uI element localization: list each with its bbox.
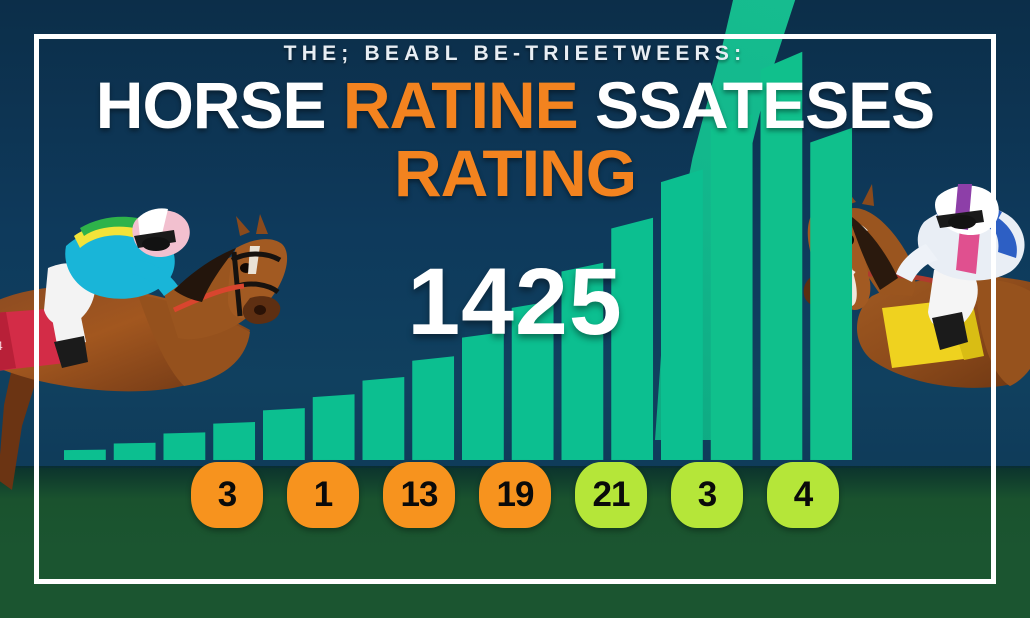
chart-bar xyxy=(213,421,256,460)
chart-bar xyxy=(611,217,654,460)
title-word-rating: RATING xyxy=(393,136,637,210)
chart-bar xyxy=(810,127,853,460)
chart-bar xyxy=(661,169,703,461)
chart-bar xyxy=(312,394,355,460)
chart-bar xyxy=(412,356,455,460)
rating-badge[interactable]: 4 xyxy=(767,462,839,528)
title-word-horse: HORSE xyxy=(95,68,327,142)
rating-badge[interactable]: 13 xyxy=(383,462,455,528)
chart-bar xyxy=(263,408,305,460)
rating-badge[interactable]: 21 xyxy=(575,462,647,528)
chart-bar xyxy=(113,442,156,460)
chart-bar xyxy=(561,262,604,460)
kicker-text: THE; BEABL BE-TRIEETWEERS: xyxy=(283,42,747,65)
svg-text:4: 4 xyxy=(0,339,3,353)
title-word-ssateses: SSATESES xyxy=(594,68,935,142)
title-word-ratine: RATINE xyxy=(342,68,579,142)
rating-badge[interactable]: 19 xyxy=(479,462,551,528)
headline-block: THE; BEABL BE-TRIEETWEERS: HORSE RATINE … xyxy=(0,42,1030,206)
chart-bar xyxy=(710,114,753,460)
chart-bar xyxy=(462,331,504,460)
chart-bar xyxy=(64,449,106,460)
horse-left-illustration: 4 xyxy=(0,208,288,490)
rating-badge[interactable]: 3 xyxy=(671,462,743,528)
title-line-2: RATING xyxy=(0,140,1030,206)
chart-bar xyxy=(511,300,554,460)
chart-bar xyxy=(362,376,405,460)
chart-bar xyxy=(163,432,206,460)
badge-row: 3 1 13 19 21 3 4 xyxy=(0,462,1030,530)
rating-badge[interactable]: 1 xyxy=(287,462,359,528)
rating-badge[interactable]: 3 xyxy=(191,462,263,528)
big-stat-number: 1425 xyxy=(407,249,623,355)
title-line-1: HORSE RATINE SSATESES xyxy=(0,72,1030,138)
chart-bar xyxy=(760,51,803,460)
